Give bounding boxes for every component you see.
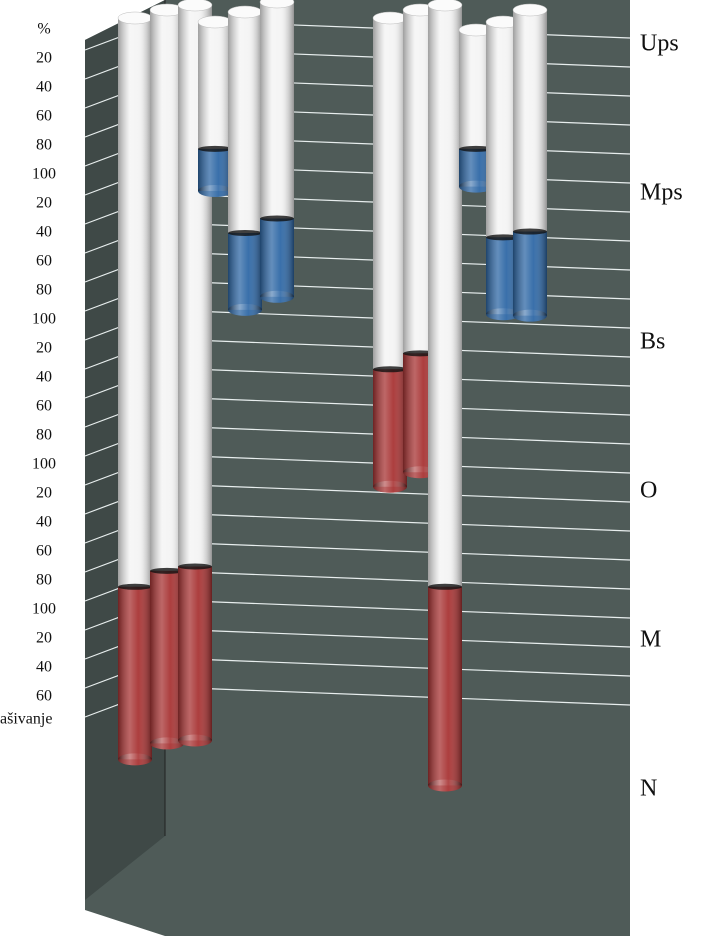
grid-line [164,657,631,677]
cylinder-top [372,11,408,25]
y-tick-label: 60 [36,253,52,270]
y-tick-label: % [37,21,50,38]
zone-label: N [640,776,657,802]
cylinder-shade-bottom [150,737,184,750]
cylinder-shade-bottom [513,309,547,322]
cylinder-boundary [459,145,493,152]
grid-line [164,628,631,648]
y-tick-label: 40 [36,369,52,386]
cylinder-top [117,11,153,25]
grid-line [164,686,631,706]
cylinder-shade-bottom [428,779,462,792]
cylinder-top [512,3,548,17]
y-tick-label: 80 [36,427,52,444]
y-tick-label: 40 [36,514,52,531]
cylinder-boundary [513,228,547,235]
cylinder-boundary [228,230,262,236]
zone-label: M [640,627,661,653]
y-tick-label: 100 [32,456,56,473]
cylinder-shade [513,10,547,316]
y-tick-label: 20 [36,630,52,647]
cylinder-shade [198,22,232,191]
cylinder-shade-bottom [373,480,407,493]
cylinder-shade-bottom [178,734,212,747]
y-tick-label: 40 [36,659,52,676]
cylinder-shade-bottom [260,290,294,303]
cylinder-top [227,5,263,19]
y-tick-label: 40 [36,224,52,241]
cylinder-shade [373,18,407,487]
cylinder-boundary [428,583,462,590]
y-tick-label: 100 [32,166,56,183]
cylinder-shade-bottom [486,308,520,321]
cylinder-boundary [486,234,520,241]
y-tick-label: 80 [36,572,52,589]
y-tick-label: 80 [36,282,52,299]
y-tick-label: 60 [36,688,52,705]
cylinder-top [177,0,213,12]
y-tick-label: 60 [36,398,52,415]
cylinder-top [197,15,233,29]
grid-line [164,512,631,532]
cylinder-boundary [260,215,294,222]
cylinder-boundary [150,567,184,574]
cylinder-boundary [178,563,212,570]
y-tick-label: 80 [36,137,52,154]
cylinder-top [427,0,463,12]
grid-line [164,599,631,619]
y-tick-label: 60 [36,543,52,560]
annotation: ašivanje [0,711,52,728]
y-tick-label: 20 [36,50,52,67]
cylinder-boundary [373,366,407,373]
zone-label: Bs [640,329,665,355]
cylinder-shade-bottom [459,180,493,193]
cylinder-shade-bottom [228,303,262,316]
cylinder-top [259,0,295,9]
grid-line [164,541,631,561]
cylinder-shade-bottom [118,753,152,766]
cylinder-shade [428,5,462,786]
grid-line [164,483,631,503]
zone-label: Ups [640,31,679,57]
cylinder-shade [118,18,152,760]
cylinder-boundary [118,583,152,590]
y-tick-label: 60 [36,108,52,125]
cylinder-shade-bottom [198,184,232,197]
cylinder-shade [228,12,262,310]
zone-label: O [640,478,657,504]
y-tick-label: 40 [36,79,52,96]
cylinder-boundary [198,145,232,152]
y-tick-label: 100 [32,311,56,328]
zone-label: Mps [640,180,683,206]
cylinder-shade [260,2,294,297]
y-tick-label: 100 [32,601,56,618]
y-tick-label: 20 [36,195,52,212]
y-tick-label: 20 [36,485,52,502]
grid-line [164,570,631,590]
y-tick-label: 20 [36,340,52,357]
